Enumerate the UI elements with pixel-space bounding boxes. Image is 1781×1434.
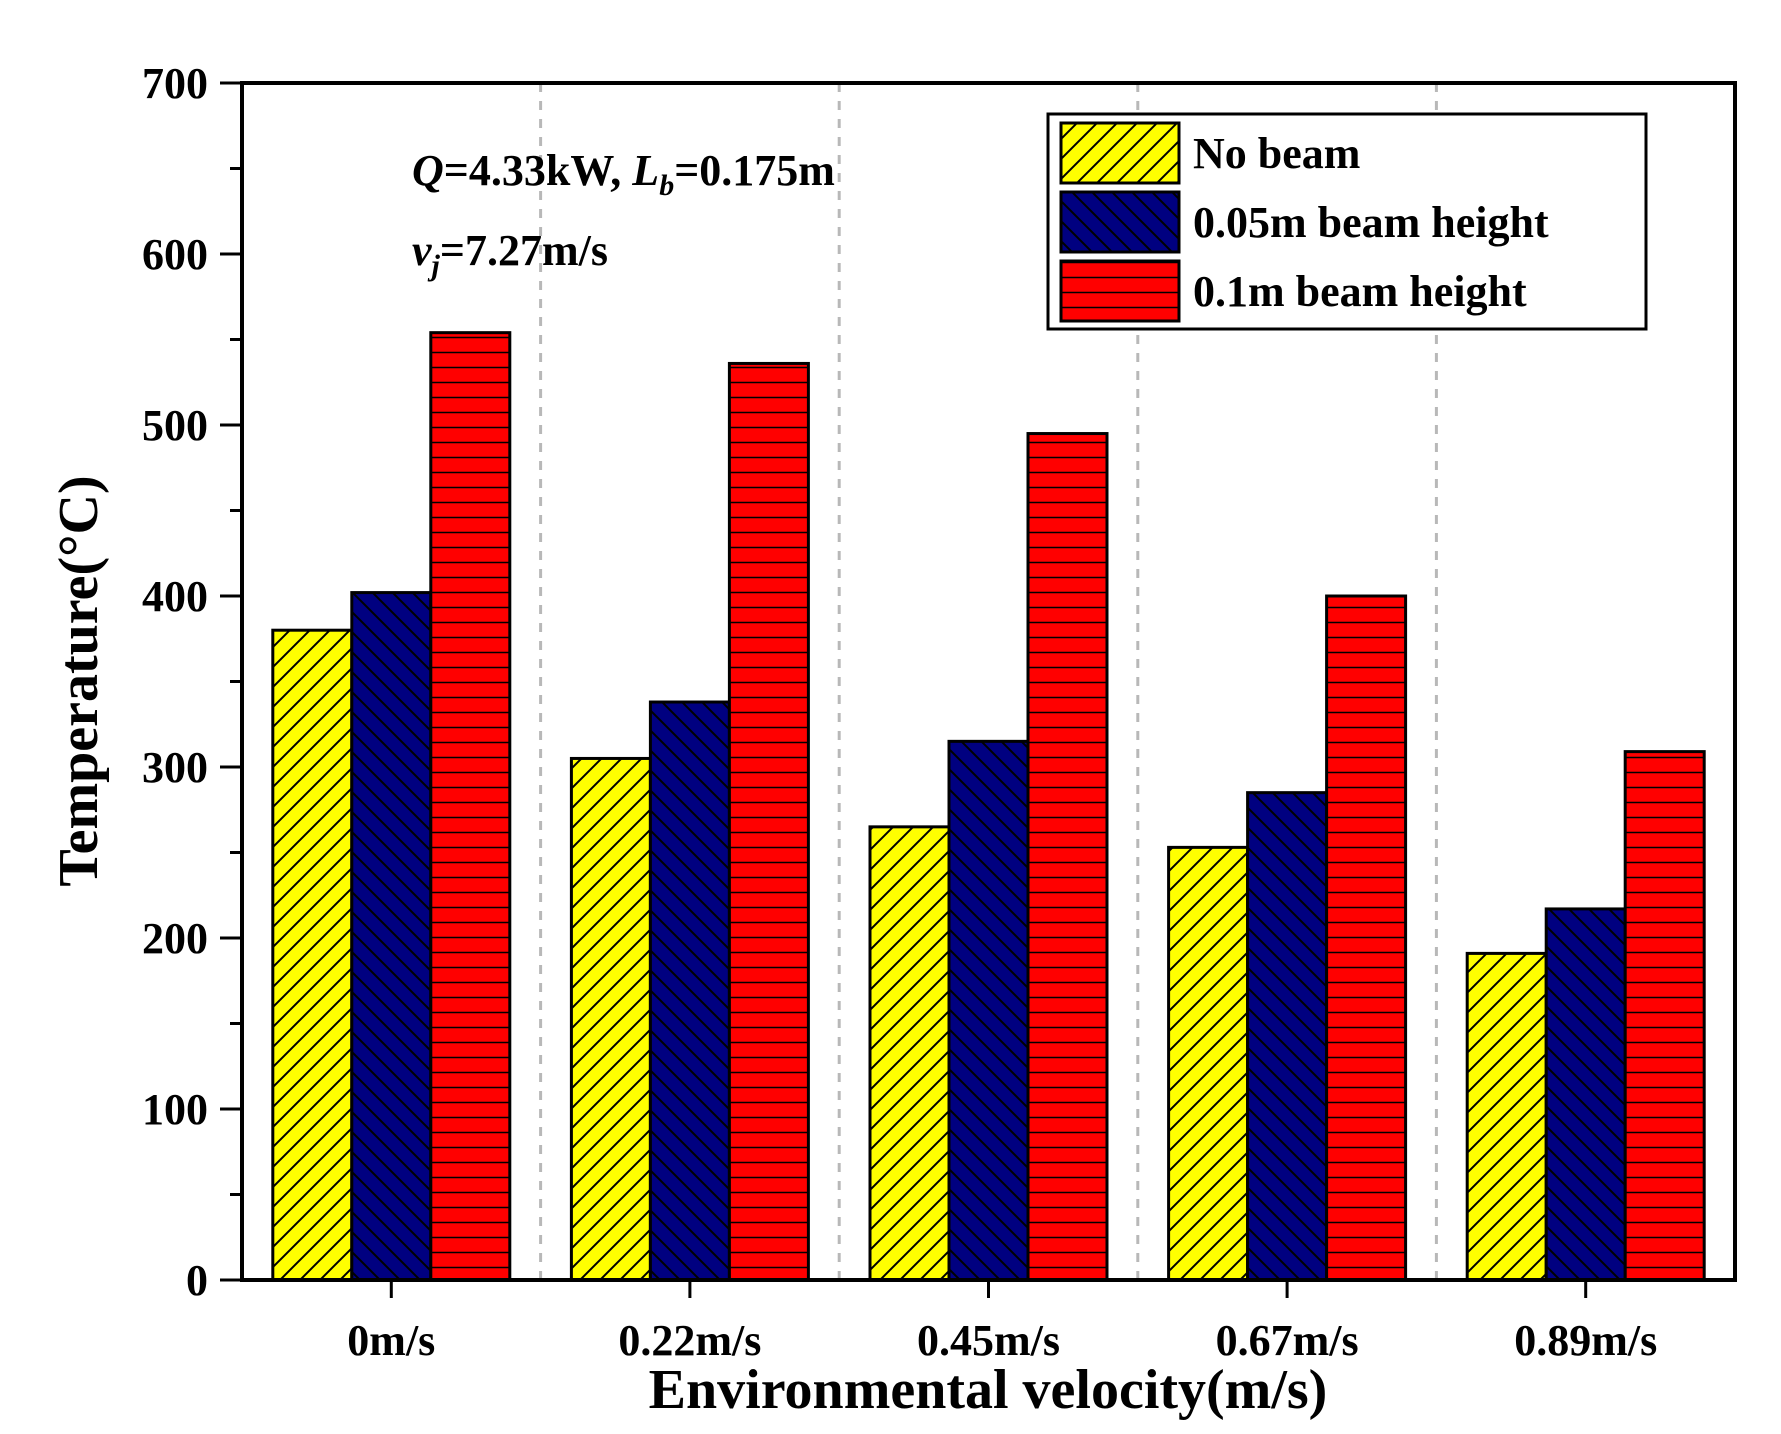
bar <box>1325 594 1408 1282</box>
y-tick-label: 400 <box>142 572 208 621</box>
x-tick-label: 0.45m/s <box>917 1316 1060 1365</box>
bar <box>1246 791 1329 1282</box>
legend-label: 0.1m beam height <box>1193 267 1527 316</box>
bar <box>1623 750 1706 1282</box>
x-tick-label: 0.89m/s <box>1514 1316 1657 1365</box>
legend-label: 0.05m beam height <box>1193 198 1549 247</box>
annotation: Q=4.33kW, Lb=0.175m vj=7.27m/s <box>412 146 835 282</box>
annotation-v-value: =7.27m/s <box>440 226 608 275</box>
y-tick-label: 0 <box>186 1256 208 1305</box>
y-tick-label: 300 <box>142 743 208 792</box>
bar <box>1544 907 1627 1282</box>
x-tick-label: 0.67m/s <box>1216 1316 1359 1365</box>
annotation-v: v <box>412 226 432 275</box>
annotation-q-value: =4.33kW, <box>444 146 633 195</box>
annotation-l-sub: b <box>659 169 674 202</box>
bar <box>1026 432 1109 1282</box>
bar <box>569 756 652 1282</box>
annotation-v-sub: j <box>428 249 441 282</box>
legend-swatch <box>1059 190 1181 254</box>
bar <box>727 361 810 1282</box>
legend: No beam 0.05m beam height 0.1m beam height <box>1046 112 1648 331</box>
y-axis-ticks: 0 100 200 300 400 500 600 700 <box>142 59 242 1305</box>
annotation-l: L <box>631 146 659 195</box>
x-tick-label: 0.22m/s <box>618 1316 761 1365</box>
annotation-q: Q <box>412 146 444 195</box>
x-axis-ticks: 0m/s 0.22m/s 0.45m/s 0.67m/s 0.89m/s <box>347 1280 1657 1365</box>
y-tick-label: 500 <box>142 401 208 450</box>
bar <box>648 700 731 1282</box>
y-tick-label: 700 <box>142 59 208 108</box>
annotation-line-2: vj=7.27m/s <box>412 226 608 282</box>
bar <box>1465 951 1548 1282</box>
bar <box>868 825 951 1282</box>
bar <box>947 739 1030 1282</box>
bar <box>271 628 354 1282</box>
annotation-line-1: Q=4.33kW, Lb=0.175m <box>412 146 835 202</box>
x-axis-title: Environmental velocity(m/s) <box>649 1359 1328 1421</box>
y-tick-label: 600 <box>142 230 208 279</box>
bar <box>429 331 512 1282</box>
annotation-l-value: =0.175m <box>674 146 835 195</box>
bar <box>1167 845 1250 1282</box>
y-axis-title: Temperature(°C) <box>48 475 110 886</box>
legend-swatch <box>1059 259 1181 323</box>
legend-swatch <box>1059 121 1181 185</box>
bars <box>271 331 1706 1282</box>
y-tick-label: 100 <box>142 1085 208 1134</box>
legend-label: No beam <box>1193 129 1360 178</box>
x-tick-label: 0m/s <box>347 1316 435 1365</box>
bar <box>350 591 433 1282</box>
y-tick-label: 200 <box>142 914 208 963</box>
